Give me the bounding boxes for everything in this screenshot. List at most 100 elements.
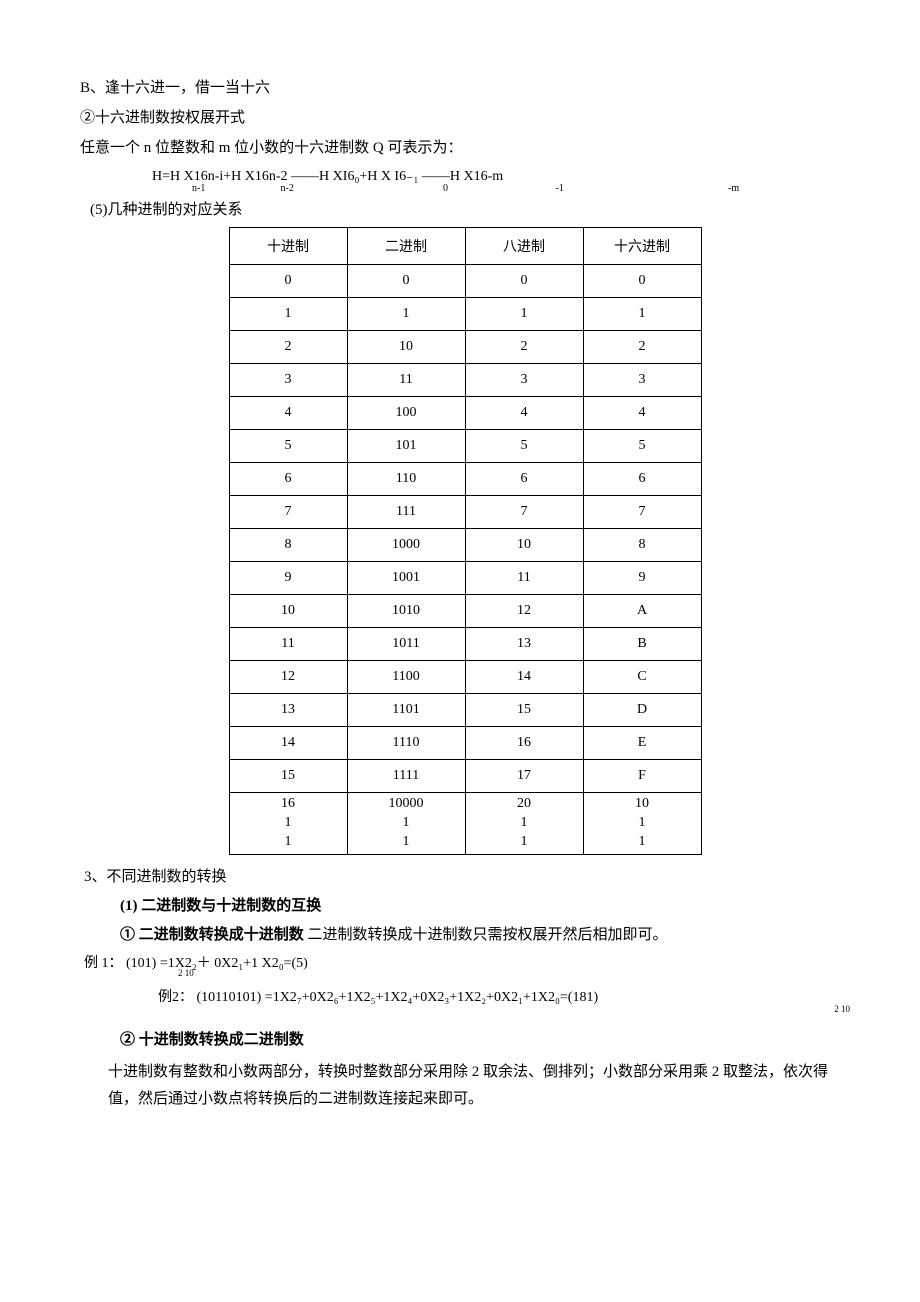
table-cell: 1 bbox=[229, 298, 347, 331]
table-cell: 3 bbox=[583, 364, 701, 397]
table-cell: 12 bbox=[465, 595, 583, 628]
table-cell: E bbox=[583, 727, 701, 760]
table-cell: 4 bbox=[465, 397, 583, 430]
table-row: 1611100001120111011 bbox=[229, 793, 701, 855]
rule-b-text: B、逢十六进一，借一当十六 bbox=[80, 76, 850, 100]
table-cell: 111 bbox=[347, 496, 465, 529]
table-row: 14111016E bbox=[229, 727, 701, 760]
table-row: 81000108 bbox=[229, 529, 701, 562]
table-row: 611066 bbox=[229, 463, 701, 496]
table-cell: 11 bbox=[347, 364, 465, 397]
table-row: 1111 bbox=[229, 298, 701, 331]
table-cell: 5 bbox=[465, 430, 583, 463]
table-cell: 1 bbox=[347, 298, 465, 331]
table-header-cell: 十六进制 bbox=[583, 228, 701, 265]
table-cell: 10 bbox=[229, 595, 347, 628]
conversion-table: 十进制二进制八进制十六进制 00001111210223113341004451… bbox=[229, 227, 702, 855]
table-cell: 1101 bbox=[347, 694, 465, 727]
table-cell: D bbox=[583, 694, 701, 727]
table-header-cell: 二进制 bbox=[347, 228, 465, 265]
table-cell: 101 bbox=[347, 430, 465, 463]
item-2-label: ② 十进制数转换成二进制数 bbox=[120, 1028, 850, 1049]
table-row: 13110115D bbox=[229, 694, 701, 727]
table-cell: 13 bbox=[229, 694, 347, 727]
table-cell: B bbox=[583, 628, 701, 661]
table-cell: 14 bbox=[465, 661, 583, 694]
table-cell: 0 bbox=[583, 265, 701, 298]
table-row: 15111117F bbox=[229, 760, 701, 793]
table-cell: 1100 bbox=[347, 661, 465, 694]
table-cell: 11 bbox=[465, 562, 583, 595]
table-cell: 1011 bbox=[347, 628, 465, 661]
table-cell: 4 bbox=[583, 397, 701, 430]
table-header-cell: 十进制 bbox=[229, 228, 347, 265]
table-cell: 110 bbox=[347, 463, 465, 496]
table-cell: 3 bbox=[465, 364, 583, 397]
table-cell: 15 bbox=[229, 760, 347, 793]
table-cell: 2 bbox=[465, 331, 583, 364]
sub-n1: n-1 bbox=[192, 183, 278, 194]
table-cell: 14 bbox=[229, 727, 347, 760]
table-cell: 5 bbox=[229, 430, 347, 463]
conversion-paragraph: 十进制数有整数和小数两部分，转换时整数部分采用除 2 取余法、倒排列；小数部分采… bbox=[108, 1059, 850, 1113]
table-cell: 10 bbox=[347, 331, 465, 364]
table-row: 21022 bbox=[229, 331, 701, 364]
table-cell: 12 bbox=[229, 661, 347, 694]
table-cell: 10 bbox=[465, 529, 583, 562]
table-cell: 1110 bbox=[347, 727, 465, 760]
table-row: 510155 bbox=[229, 430, 701, 463]
table-row: 12110014C bbox=[229, 661, 701, 694]
table-cell: F bbox=[583, 760, 701, 793]
sub-negm: -m bbox=[728, 183, 739, 194]
item-1-line: ① 二进制数转换成十进制数 二进制数转换成十进制数只需按权展开然后相加即可。 bbox=[120, 923, 850, 944]
table-row: 410044 bbox=[229, 397, 701, 430]
table-cell: 1010 bbox=[347, 595, 465, 628]
table-cell: 100 bbox=[347, 397, 465, 430]
table-cell: 1111 bbox=[347, 760, 465, 793]
table-cell: 9 bbox=[583, 562, 701, 595]
table-cell: 5 bbox=[583, 430, 701, 463]
table-row: 31133 bbox=[229, 364, 701, 397]
table-cell: 6 bbox=[465, 463, 583, 496]
table-cell: 8 bbox=[229, 529, 347, 562]
table-header-cell: 八进制 bbox=[465, 228, 583, 265]
table-cell: 1611 bbox=[229, 793, 347, 855]
table-row: 711177 bbox=[229, 496, 701, 529]
section-5-title: (5)几种进制的对应关系 bbox=[90, 198, 850, 219]
table-cell: 6 bbox=[583, 463, 701, 496]
table-row: 11101113B bbox=[229, 628, 701, 661]
sub-0: 0 bbox=[443, 183, 553, 194]
table-cell: C bbox=[583, 661, 701, 694]
heading-3: 3、不同进制数的转换 bbox=[84, 865, 850, 886]
sub-1-title: (1) 二进制数与十进制数的互换 bbox=[120, 894, 850, 915]
table-cell: 2 bbox=[583, 331, 701, 364]
table-cell: 1 bbox=[465, 298, 583, 331]
expansion-title: ②十六进制数按权展开式 bbox=[80, 106, 850, 130]
table-cell: 4 bbox=[229, 397, 347, 430]
table-cell: 0 bbox=[347, 265, 465, 298]
item-1-text: 二进制数转换成十进制数只需按权展开然后相加即可。 bbox=[308, 927, 668, 943]
table-cell: 1001 bbox=[347, 562, 465, 595]
table-cell: 0 bbox=[465, 265, 583, 298]
table-cell: 2011 bbox=[465, 793, 583, 855]
table-row: 91001119 bbox=[229, 562, 701, 595]
table-cell: A bbox=[583, 595, 701, 628]
formula-subscripts: n-1 n-2 0 -1 -m bbox=[192, 183, 850, 194]
table-row: 10101012A bbox=[229, 595, 701, 628]
table-cell: 3 bbox=[229, 364, 347, 397]
sub-n2: n-2 bbox=[281, 183, 441, 194]
table-cell: 1000011 bbox=[347, 793, 465, 855]
table-cell: 17 bbox=[465, 760, 583, 793]
table-cell: 1000 bbox=[347, 529, 465, 562]
table-cell: 7 bbox=[229, 496, 347, 529]
sub-neg1: -1 bbox=[556, 183, 726, 194]
item-1-label: ① 二进制数转换成十进制数 bbox=[120, 927, 304, 943]
table-cell: 1011 bbox=[583, 793, 701, 855]
table-cell: 9 bbox=[229, 562, 347, 595]
table-cell: 6 bbox=[229, 463, 347, 496]
table-cell: 0 bbox=[229, 265, 347, 298]
table-cell: 7 bbox=[583, 496, 701, 529]
table-cell: 1 bbox=[583, 298, 701, 331]
table-cell: 2 bbox=[229, 331, 347, 364]
table-cell: 13 bbox=[465, 628, 583, 661]
